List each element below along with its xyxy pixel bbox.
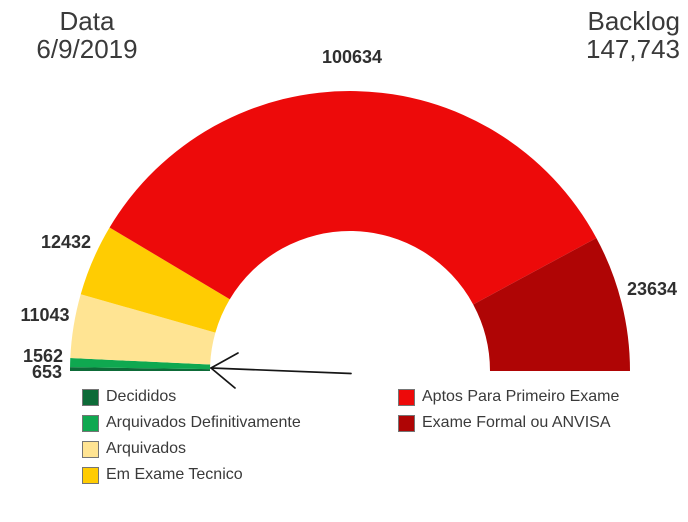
- decididos-swatch-icon: [82, 388, 99, 406]
- arquivados-definitivamente-swatch-icon: [82, 414, 99, 432]
- legend-right-column: Aptos Para Primeiro Exame Exame Formal ou…: [398, 384, 619, 436]
- slice-arquivados-definitivamente: [70, 358, 211, 370]
- legend-item-label: Em Exame Tecnico: [106, 466, 243, 483]
- backlog-label: Backlog: [587, 6, 681, 36]
- value-label-aptos-para-primeiro-exame: 100634: [322, 47, 382, 67]
- legend-item-label: Arquivados: [106, 440, 187, 457]
- legend-item-label: Decididos: [106, 388, 177, 405]
- backlog-header: Backlog 147,743: [586, 7, 680, 63]
- legend-item-exame-formal-ou-anvisa: Exame Formal ou ANVISA: [398, 410, 619, 436]
- value-label-arquivados-definitivamente: 1562: [23, 346, 63, 366]
- value-label-arquivados: 11043: [20, 305, 69, 325]
- exame-formal-ou-anvisa-swatch-icon: [398, 414, 415, 432]
- date-label: Data: [59, 6, 115, 36]
- value-label-exame-formal-ou-anvisa: 23634: [627, 279, 677, 299]
- value-label-em-exame-tecnico: 12432: [41, 232, 91, 252]
- date-header: Data 6/9/2019: [16, 7, 158, 63]
- legend-item-em-exame-tecnico: Em Exame Tecnico: [82, 462, 301, 488]
- slice-em-exame-tecnico: [80, 227, 230, 333]
- aptos-para-primeiro-exame-swatch-icon: [398, 388, 415, 406]
- date-value: 6/9/2019: [36, 34, 138, 64]
- slice-decididos: [70, 367, 211, 371]
- arquivados-swatch-icon: [82, 440, 99, 458]
- slice-arquivados: [70, 294, 216, 365]
- legend-item-arquivados-definitivamente: Arquivados Definitivamente: [82, 410, 301, 436]
- legend-item-label: Exame Formal ou ANVISA: [422, 414, 611, 431]
- backlog-value: 147,743: [586, 34, 680, 64]
- legend-item-label: Aptos Para Primeiro Exame: [422, 388, 620, 405]
- pointer-arrow: [210, 352, 352, 389]
- legend-item-label: Arquivados Definitivamente: [106, 414, 301, 431]
- legend-item-arquivados: Arquivados: [82, 436, 301, 462]
- legend-item-decididos: Decididos: [82, 384, 301, 410]
- slice-exame-formal-ou-anvisa: [473, 237, 630, 371]
- slice-aptos-para-primeiro-exame: [109, 90, 597, 305]
- legend-item-aptos-para-primeiro-exame: Aptos Para Primeiro Exame: [398, 384, 619, 410]
- value-label-decididos: 653: [32, 362, 62, 382]
- legend-left-column: Decididos Arquivados Definitivamente Arqui…: [82, 384, 301, 488]
- em-exame-tecnico-swatch-icon: [82, 466, 99, 484]
